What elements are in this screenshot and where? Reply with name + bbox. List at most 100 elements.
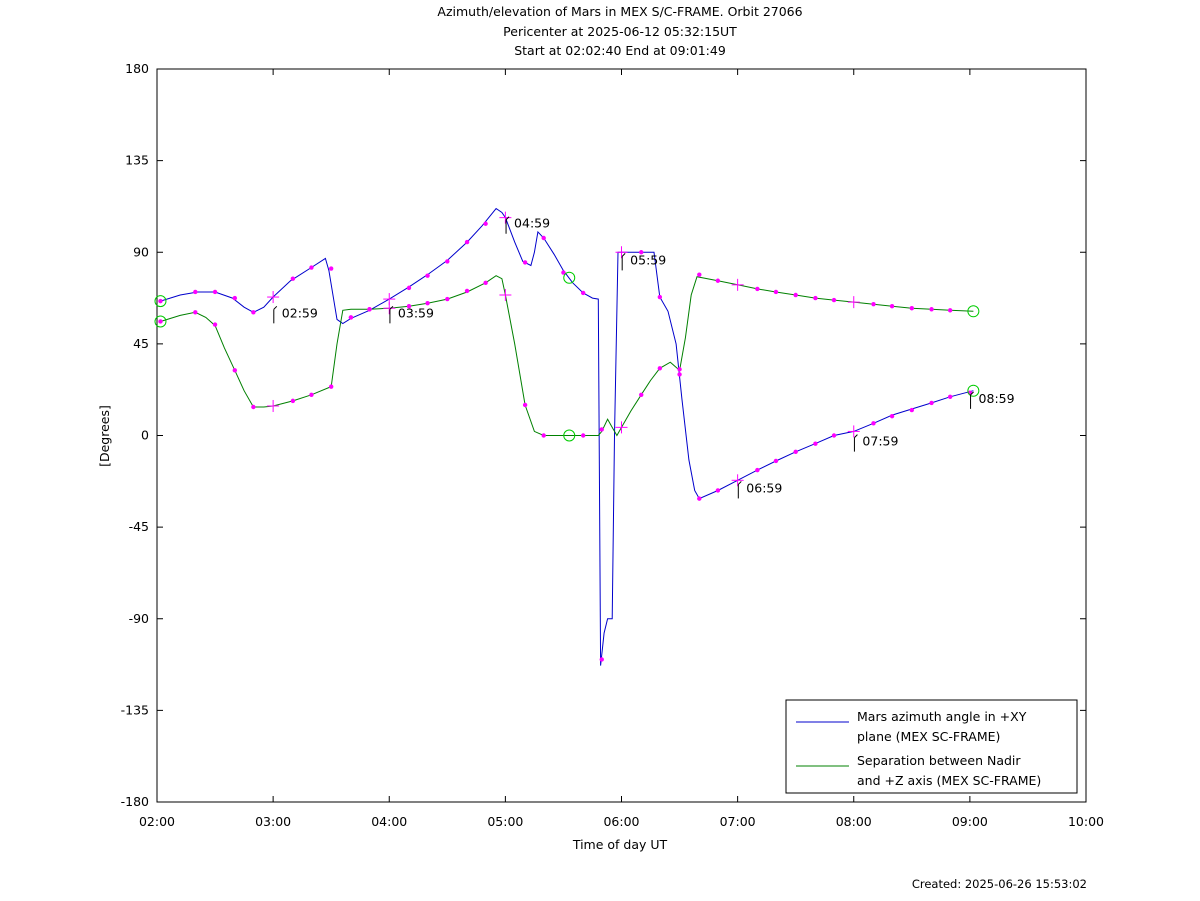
- time-label: 04:59: [514, 216, 550, 231]
- data-point-azimuth: [561, 270, 566, 275]
- time-label-tick-hook: [621, 253, 626, 257]
- data-point-azimuth: [871, 421, 876, 426]
- data-point-separation: [773, 289, 779, 295]
- data-point-separation: [425, 300, 430, 306]
- time-label-group: 04:59: [505, 216, 550, 234]
- legend-box: [785, 699, 1078, 794]
- plot-axes: [156, 68, 1087, 803]
- data-point-azimuth: [251, 310, 256, 315]
- chart-title: Azimuth/elevation of Mars in MEX S/C-FRA…: [437, 4, 803, 19]
- time-label-group: 05:59: [621, 252, 666, 271]
- data-point-azimuth: [445, 259, 450, 264]
- hour-plus-marker: [499, 289, 512, 302]
- event-circle-marker: [967, 384, 980, 397]
- chart-title-block: Azimuth/elevation of Mars in MEX S/C-FRA…: [0, 2, 1200, 61]
- data-point-separation: [367, 307, 372, 312]
- data-point-separation: [158, 319, 163, 324]
- data-point-azimuth: [425, 273, 430, 278]
- data-point-separation: [541, 433, 546, 438]
- time-label-group: 02:59: [273, 305, 318, 324]
- time-label-group: 07:59: [853, 434, 898, 452]
- data-point-separation: [697, 272, 702, 277]
- time-label-group: 06:59: [737, 480, 782, 499]
- plot-frame: [156, 68, 1087, 803]
- x-tick-label: 09:00: [952, 814, 988, 829]
- data-point-separation: [348, 315, 354, 320]
- data-point-azimuth: [464, 239, 470, 245]
- legend-label-separation-line2: and +Z axis (MEX SC-FRAME): [857, 773, 1041, 788]
- time-label: 06:59: [746, 480, 782, 495]
- data-point-azimuth: [406, 285, 412, 291]
- y-tick-label: -135: [121, 702, 149, 717]
- x-axis-ticks: 02:00 03:00 04:00 05:00 06:00 07:00 08:00 09:00…: [139, 69, 1104, 829]
- hour-plus-marker: [731, 474, 744, 487]
- time-label-tick-hook: [273, 305, 278, 310]
- data-point-azimuth: [715, 488, 721, 493]
- time-labels: 02:59 03:59 04:59 05:59 06:59 07:59 08:59: [273, 216, 1015, 499]
- data-point-azimuth: [831, 433, 837, 438]
- data-point-separation: [232, 368, 238, 373]
- legend-label-azimuth-line1: Mars azimuth angle in +XY: [857, 709, 1027, 724]
- y-tick-label: 180: [125, 61, 149, 76]
- data-point-separation: [909, 306, 915, 311]
- data-point-azimuth: [639, 250, 644, 255]
- time-label-group: 03:59: [389, 305, 434, 324]
- time-label: 07:59: [862, 434, 898, 449]
- data-point-separation: [251, 404, 256, 410]
- data-point-azimuth: [522, 260, 528, 265]
- time-label: 02:59: [282, 305, 318, 320]
- hour-plus-marker: [499, 211, 512, 224]
- data-point-azimuth: [929, 400, 934, 406]
- created-timestamp: Created: 2025-06-26 15:53:02: [911, 877, 1087, 891]
- data-point-separation: [193, 310, 198, 315]
- data-point-azimuth: [232, 295, 238, 301]
- data-point-separation: [677, 367, 682, 372]
- data-point-azimuth: [947, 394, 953, 400]
- data-point-azimuth: [212, 289, 218, 295]
- y-tick-label: 135: [125, 153, 149, 168]
- series-line-separation: [160, 275, 974, 437]
- data-point-azimuth: [793, 449, 798, 454]
- data-point-azimuth: [599, 427, 604, 432]
- data-point-separation: [889, 304, 895, 309]
- chart-subtitle-pericenter: Pericenter at 2025-06-12 05:32:15UT: [503, 23, 737, 39]
- series-line-azimuth: [160, 207, 974, 666]
- x-tick-label: 10:00: [1068, 814, 1104, 829]
- event-circle-marker: [154, 315, 167, 328]
- x-tick-label: 05:00: [487, 814, 523, 829]
- time-label-tick-hook: [389, 305, 394, 310]
- event-circle-marker: [563, 271, 576, 284]
- data-point-separation: [445, 296, 450, 302]
- data-point-azimuth: [290, 276, 296, 281]
- time-label: 08:59: [979, 391, 1015, 406]
- event-circle-marker: [967, 305, 980, 318]
- data-point-azimuth: [657, 294, 663, 300]
- y-tick-label: 45: [133, 336, 149, 351]
- data-point-azimuth: [889, 413, 895, 419]
- x-tick-label: 04:00: [371, 814, 407, 829]
- y-tick-label: -90: [129, 611, 149, 626]
- data-point-azimuth: [580, 290, 586, 296]
- x-tick-label: 07:00: [720, 814, 756, 829]
- hour-markers: [154, 211, 980, 487]
- event-circle-marker: [154, 295, 167, 308]
- data-point-azimuth: [813, 441, 818, 446]
- hour-plus-marker: [267, 291, 280, 304]
- data-point-separation: [947, 308, 953, 313]
- data-point-separation: [309, 392, 314, 397]
- time-label: 05:59: [630, 252, 666, 267]
- hour-plus-marker: [731, 278, 744, 291]
- x-tick-label: 02:00: [139, 814, 175, 829]
- data-point-separation: [406, 304, 412, 309]
- data-point-azimuth: [909, 407, 915, 413]
- x-tick-label: 06:00: [603, 814, 639, 829]
- legend-label-azimuth-line2: plane (MEX SC-FRAME): [857, 729, 1000, 744]
- data-point-azimuth: [158, 298, 163, 304]
- time-label-tick-hook: [737, 481, 742, 485]
- data-point-separation: [639, 392, 644, 397]
- legend: Mars azimuth angle in +XY plane (MEX SC-…: [785, 699, 1078, 794]
- time-label-group: 08:59: [970, 391, 1015, 409]
- y-tick-label: 0: [141, 428, 149, 443]
- x-axis-label: Time of day UT: [572, 837, 668, 852]
